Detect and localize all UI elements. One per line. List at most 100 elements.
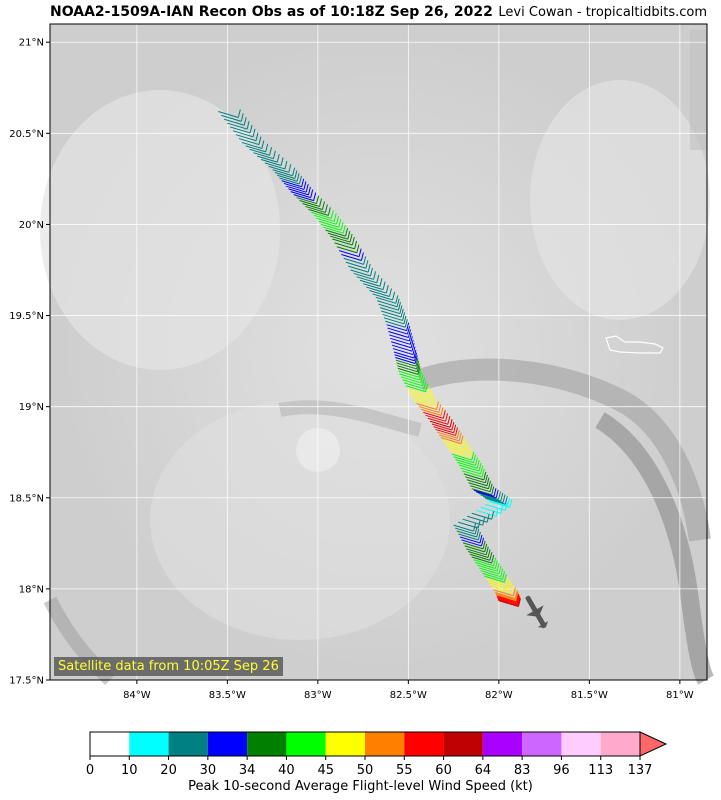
wind-barb [489, 582, 513, 591]
wind-barb [227, 120, 250, 130]
lat-tick-label: 18°N [19, 584, 44, 595]
colorbar-tick-label: 40 [278, 763, 295, 778]
wind-barb [375, 295, 399, 304]
wind-barb [453, 522, 477, 532]
wind-barb [316, 216, 339, 225]
colorbar-swatch [90, 732, 130, 756]
wind-barb [410, 392, 433, 402]
wind-barb [498, 598, 521, 607]
wind-barb [238, 136, 262, 146]
wind-barb [455, 457, 478, 466]
wind-barb [390, 336, 413, 345]
wind-barb [407, 386, 430, 396]
colorbar-swatch [247, 732, 287, 756]
wind-barb [218, 109, 241, 118]
colorbar-swatch [482, 732, 523, 756]
wind-barb [378, 302, 401, 311]
wind-barb [399, 371, 422, 381]
wind-barb [286, 184, 309, 193]
wind-barb [440, 435, 464, 445]
wind-barb [395, 358, 419, 367]
colorbar-tick-label: 30 [200, 763, 217, 778]
wind-barb [224, 117, 247, 126]
colorbar-swatch [600, 732, 640, 756]
wind-barb [471, 554, 495, 564]
wind-barb [473, 488, 497, 497]
colorbar-tick-label: 10 [121, 763, 138, 778]
wind-barb [437, 430, 460, 439]
wind-barb [446, 443, 469, 453]
wind-barb [369, 288, 392, 297]
wind-barb [466, 477, 490, 487]
wind-barb [491, 584, 515, 594]
colorbar-tick-label: 34 [239, 763, 256, 778]
colorbar-swatch [404, 732, 444, 756]
wind-barb [379, 305, 403, 315]
wind-barb [482, 571, 506, 580]
wind-barb [466, 546, 489, 556]
wind-barb [416, 401, 439, 410]
wind-barb [487, 579, 511, 589]
wind-barb [382, 312, 406, 321]
wind-barb [350, 267, 373, 277]
wind-barb [376, 298, 400, 308]
wind-barb [329, 233, 353, 243]
colorbar-tick-label: 96 [553, 763, 570, 778]
wind-barb [418, 404, 442, 413]
wind-barb [402, 377, 425, 387]
wind-barb [468, 480, 492, 490]
lat-tick-label: 19.5°N [9, 311, 44, 322]
lat-tick-label: 20°N [19, 220, 44, 231]
wind-barb [475, 560, 498, 569]
wind-barb [381, 308, 404, 318]
wind-barb [397, 363, 420, 373]
wind-barb [396, 360, 420, 370]
wind-barb [338, 248, 362, 258]
lon-tick-label: 83°W [304, 690, 332, 701]
wind-barb [372, 291, 396, 301]
lon-tick-label: 84°W [123, 690, 151, 701]
wind-barb [320, 222, 344, 231]
wind-barb [427, 416, 451, 425]
wind-barb [458, 531, 481, 541]
wind-barb [485, 496, 508, 505]
colorbar-tick-label: 64 [475, 763, 492, 778]
lat-tick-label: 21°N [19, 38, 44, 49]
lat-tick-label: 20.5°N [9, 129, 44, 140]
wind-barb [460, 465, 484, 475]
wind-barb [336, 244, 360, 254]
gridlines [50, 24, 707, 681]
wind-barb [229, 124, 253, 134]
wind-barb [471, 486, 495, 496]
wind-barb [388, 329, 411, 338]
wind-barb [448, 446, 471, 456]
wind-barb [334, 240, 358, 250]
wind-barb [455, 525, 478, 535]
wind-barb [431, 421, 455, 431]
colorbar: 0 10 20 30 34 40 45 50 55 60 64 83 96 113 137 [86, 731, 668, 778]
colorbar-tick-label: 0 [86, 763, 94, 778]
wind-barb [311, 210, 334, 219]
wind-barb [232, 128, 256, 138]
colorbar-swatch [561, 732, 601, 756]
wind-barb [444, 440, 468, 450]
wind-barb [478, 491, 501, 500]
colorbar-swatch [207, 732, 248, 756]
wind-barb [425, 413, 449, 422]
wind-barb [394, 352, 418, 362]
wind-barb [283, 181, 307, 190]
wind-barb [458, 462, 482, 472]
wind-barb [362, 281, 386, 291]
wind-barb [449, 449, 473, 458]
wind-barb [323, 225, 346, 234]
lon-tick-label: 81°W [666, 690, 694, 701]
wind-barb [429, 419, 453, 428]
wind-barb [408, 389, 432, 399]
credit-text: Levi Cowan - tropicaltidbits.com [498, 5, 707, 20]
wind-barb [398, 369, 422, 378]
wind-barb [397, 366, 421, 375]
chart-title: NOAA2-1509A-IAN Recon Obs as of 10:18Z S… [50, 4, 493, 20]
colorbar-swatch [129, 732, 169, 756]
wind-barb [253, 150, 276, 160]
